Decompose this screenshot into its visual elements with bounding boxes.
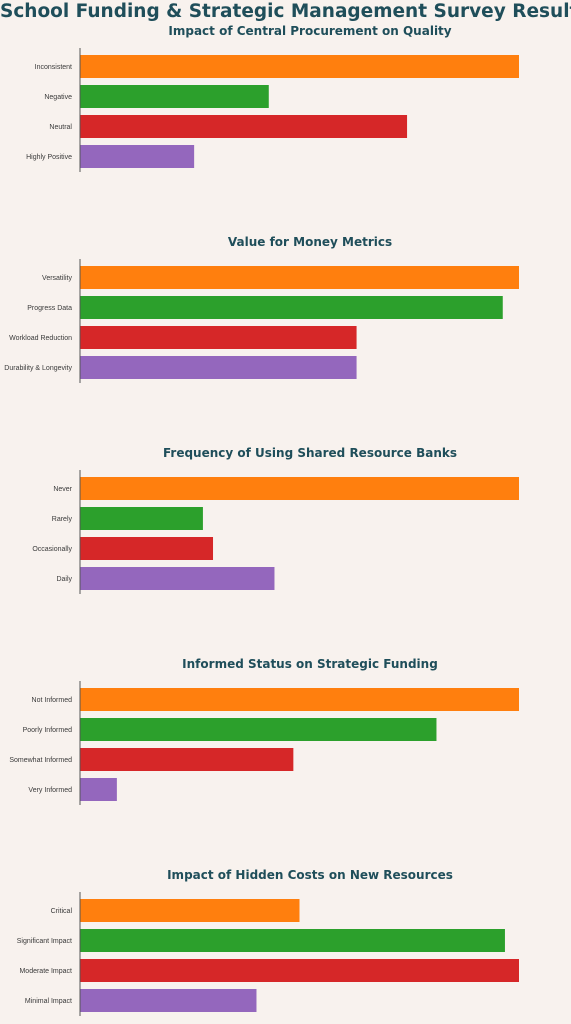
tick-label: Somewhat Informed — [9, 757, 72, 764]
chart-panel: Informed Status on Strategic Funding Not … — [9, 657, 519, 805]
tick-label: Moderate Impact — [19, 968, 72, 975]
chart-title: Impact of Hidden Costs on New Resources — [167, 868, 453, 882]
chart-title: Frequency of Using Shared Resource Banks — [163, 446, 457, 460]
bar — [80, 85, 269, 108]
tick-label: Poorly Informed — [23, 727, 73, 734]
tick-label: Significant Impact — [17, 938, 72, 945]
tick-label: Not Informed — [32, 697, 73, 704]
tick-label: Occasionally — [32, 546, 72, 553]
bar — [80, 507, 203, 530]
tick-label: Highly Positive — [26, 154, 72, 161]
chart-panel: Impact of Hidden Costs on New Resources C… — [17, 868, 519, 1016]
bar — [80, 778, 117, 801]
bar — [80, 55, 519, 78]
tick-label: Inconsistent — [35, 64, 72, 71]
tick-label: Minimal Impact — [25, 998, 72, 1005]
bar — [80, 748, 294, 771]
bar — [80, 959, 519, 982]
tick-label: Progress Data — [27, 305, 72, 312]
tick-label: Never — [53, 486, 72, 493]
bar — [80, 356, 357, 379]
chart-title: Impact of Central Procurement on Quality — [168, 24, 451, 38]
bar — [80, 929, 505, 952]
bar — [80, 567, 275, 590]
bar — [80, 718, 437, 741]
chart-title: Value for Money Metrics — [228, 235, 392, 249]
tick-label: Daily — [56, 576, 72, 583]
chart-panel: Value for Money Metrics Versatility Progre… — [4, 235, 519, 383]
tick-label: Rarely — [52, 516, 73, 523]
bar — [80, 989, 257, 1012]
tick-label: Very Informed — [28, 787, 72, 794]
tick-label: Neutral — [49, 124, 72, 131]
chart-panel: Frequency of Using Shared Resource Banks… — [32, 446, 519, 594]
page-title: School Funding & Strategic Management Su… — [0, 1, 571, 22]
tick-label: Workload Reduction — [9, 335, 72, 342]
bar — [80, 145, 195, 168]
bar — [80, 266, 519, 289]
bar — [80, 688, 519, 711]
chart-title: Informed Status on Strategic Funding — [182, 657, 438, 671]
bar — [80, 477, 519, 500]
tick-label: Durability & Longevity — [4, 365, 72, 372]
bar — [80, 899, 300, 922]
bar — [80, 296, 503, 319]
bar — [80, 537, 214, 560]
tick-label: Critical — [51, 908, 73, 915]
tick-label: Versatility — [42, 275, 72, 282]
chart-panel: Impact of Central Procurement on Quality… — [26, 24, 519, 172]
tick-label: Negative — [44, 94, 72, 101]
bar — [80, 115, 408, 138]
bar — [80, 326, 357, 349]
